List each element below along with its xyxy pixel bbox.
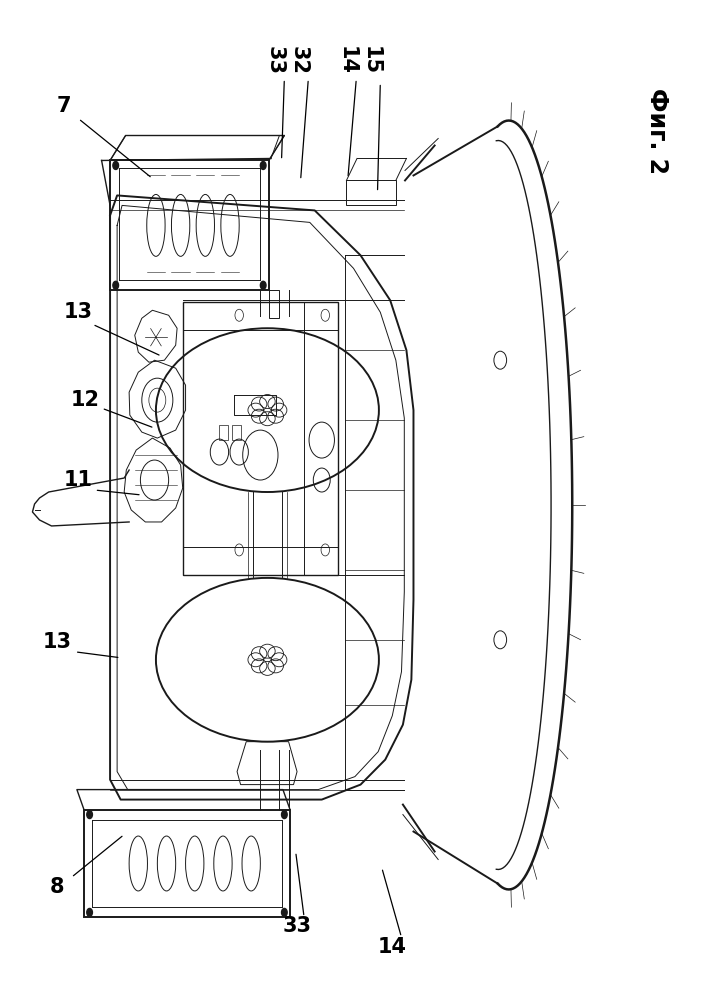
Text: 13: 13 [64,302,93,322]
Circle shape [260,281,266,289]
Circle shape [87,908,93,916]
Text: 12: 12 [71,390,100,410]
Circle shape [113,161,119,169]
Text: 13: 13 [42,632,71,652]
Text: 14: 14 [378,937,407,957]
Circle shape [281,811,287,819]
Text: 33: 33 [283,916,312,936]
Text: 7: 7 [57,96,71,116]
Text: 15: 15 [361,46,381,75]
Circle shape [87,811,93,819]
Text: 33: 33 [264,46,284,75]
Text: 8: 8 [50,877,64,897]
Text: Фиг. 2: Фиг. 2 [645,88,669,174]
Circle shape [113,281,119,289]
Text: 32: 32 [288,46,308,75]
Text: 11: 11 [64,470,93,490]
Text: 14: 14 [337,46,356,75]
Circle shape [260,161,266,169]
Circle shape [281,908,287,916]
